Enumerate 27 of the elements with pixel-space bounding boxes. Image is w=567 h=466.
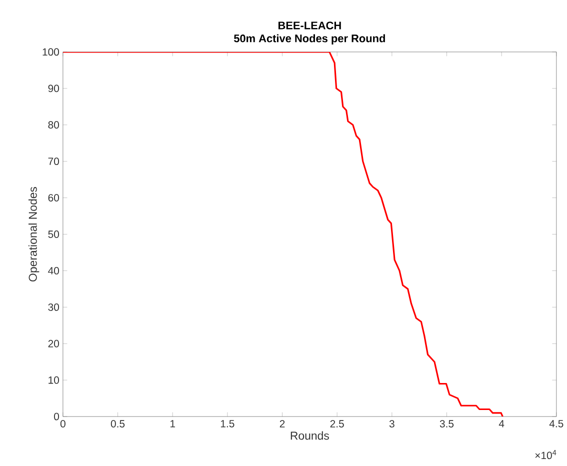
y-tick-label: 70 (48, 158, 60, 166)
y-tick-label: 50 (48, 230, 60, 238)
chart-subtitle: 50m Active Nodes per Round (234, 34, 385, 45)
x-tick-label: 2 (280, 420, 285, 428)
x-tick-label: 4 (498, 420, 504, 428)
text: ×10$^{4}$ (535, 450, 556, 460)
x-tick-label: 1 (170, 420, 175, 428)
y-tick-label: 90 (48, 84, 60, 92)
x-tick-label: 0.5 (110, 420, 125, 428)
y-tick-label: 40 (48, 267, 60, 275)
x-tick-label: 2.5 (330, 420, 344, 428)
x-tick-label: 3.5 (440, 420, 454, 428)
x-tick-label: 4.5 (549, 420, 564, 428)
y-tick-label: 80 (48, 121, 60, 129)
y-tick-label: 100 (42, 48, 60, 56)
y-tick-label: 60 (48, 194, 60, 202)
x-tick-label: 0 (60, 420, 66, 428)
y-tick-label: 10 (48, 376, 60, 384)
y-tick-label: 0 (54, 413, 60, 421)
x-tick-label: 3 (389, 420, 394, 428)
y-tick-label: 30 (48, 304, 60, 312)
line-series (62, 52, 504, 417)
y-tick-label: 20 (48, 340, 60, 348)
chart-title: BEE-LEACH (278, 22, 341, 30)
x-axis-title: Rounds (290, 432, 329, 440)
y-axis-title: Operational Nodes (28, 187, 40, 282)
x-tick-label: 1.5 (220, 420, 234, 428)
